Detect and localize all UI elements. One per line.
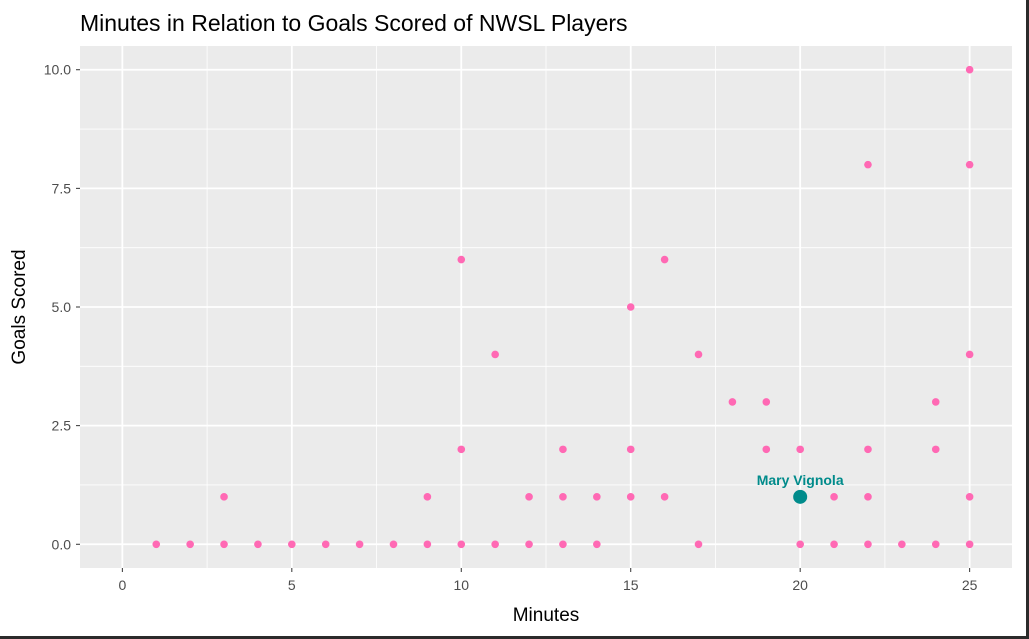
x-tick-label: 5 bbox=[288, 577, 296, 593]
data-point bbox=[965, 493, 974, 501]
data-point bbox=[864, 445, 872, 454]
y-tick-label: 10.0 bbox=[44, 62, 71, 78]
data-point bbox=[965, 350, 974, 359]
data-point bbox=[288, 540, 296, 549]
data-point bbox=[626, 493, 635, 501]
data-point bbox=[626, 303, 635, 311]
data-point bbox=[525, 493, 533, 501]
data-point bbox=[457, 445, 466, 454]
data-points bbox=[152, 65, 974, 549]
data-point bbox=[796, 445, 804, 454]
x-tick-label: 15 bbox=[623, 577, 639, 593]
data-point bbox=[864, 493, 872, 501]
chart-title: Minutes in Relation to Goals Scored of N… bbox=[80, 10, 628, 36]
data-point bbox=[457, 255, 466, 264]
highlight-label: Mary Vignola bbox=[757, 472, 844, 488]
x-axis-title: Minutes bbox=[513, 605, 580, 626]
data-point bbox=[830, 540, 838, 549]
data-point bbox=[762, 445, 771, 454]
y-tick-label: 0.0 bbox=[52, 536, 72, 552]
data-point bbox=[864, 160, 872, 169]
data-point bbox=[660, 493, 669, 501]
data-point bbox=[898, 540, 906, 549]
data-point bbox=[559, 493, 567, 501]
data-point bbox=[491, 540, 499, 549]
y-tick-label: 2.5 bbox=[52, 418, 72, 434]
highlight-point bbox=[793, 489, 808, 504]
data-point bbox=[457, 540, 466, 549]
data-point bbox=[559, 540, 567, 549]
data-point bbox=[931, 398, 940, 406]
data-point bbox=[321, 540, 330, 549]
data-point bbox=[593, 493, 601, 501]
data-point bbox=[355, 540, 364, 549]
data-point bbox=[931, 445, 940, 454]
y-axis-ticks: 0.0 2.5 5.0 7.5 10.0 bbox=[44, 62, 80, 552]
data-point bbox=[186, 540, 194, 549]
data-point bbox=[423, 540, 432, 549]
data-point bbox=[762, 398, 771, 406]
x-tick-label: 20 bbox=[792, 577, 808, 593]
data-point bbox=[152, 540, 161, 549]
data-point bbox=[965, 65, 974, 74]
highlight-layer: Mary Vignola bbox=[757, 472, 844, 504]
data-point bbox=[220, 493, 228, 501]
data-point bbox=[694, 350, 703, 359]
data-point bbox=[254, 540, 262, 549]
x-tick-label: 0 bbox=[118, 577, 126, 593]
data-point bbox=[423, 493, 432, 501]
data-point bbox=[931, 540, 940, 549]
data-point bbox=[965, 540, 974, 549]
y-axis-title: Goals Scored bbox=[9, 249, 30, 364]
data-point bbox=[830, 493, 838, 501]
data-point bbox=[728, 398, 737, 406]
major-gridlines bbox=[80, 46, 1012, 568]
data-point bbox=[389, 540, 398, 549]
x-tick-label: 25 bbox=[962, 577, 978, 593]
data-point bbox=[965, 160, 974, 169]
x-tick-label: 10 bbox=[453, 577, 469, 593]
data-point bbox=[864, 540, 872, 549]
data-point bbox=[525, 540, 533, 549]
data-point bbox=[593, 540, 601, 549]
y-tick-label: 5.0 bbox=[52, 299, 72, 315]
data-point bbox=[491, 350, 499, 359]
data-point bbox=[220, 540, 228, 549]
data-point bbox=[559, 445, 567, 454]
data-point bbox=[626, 445, 635, 454]
data-point bbox=[694, 540, 703, 549]
data-point bbox=[796, 540, 804, 549]
data-point bbox=[660, 255, 669, 264]
y-tick-label: 7.5 bbox=[52, 180, 72, 196]
x-axis-ticks: 0 5 10 15 20 25 bbox=[118, 568, 978, 593]
